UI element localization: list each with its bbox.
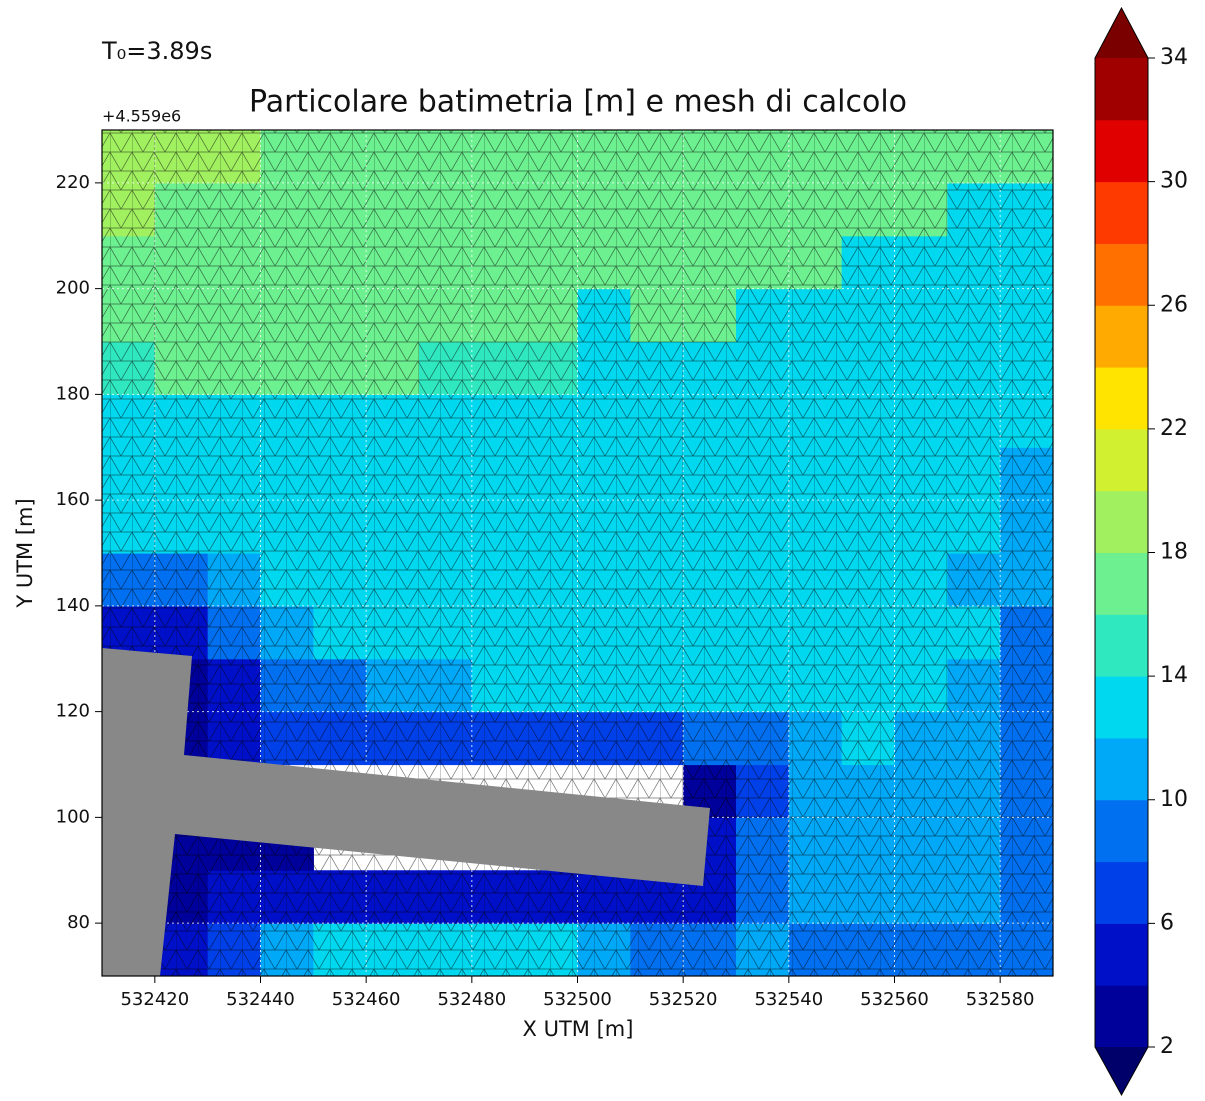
y-tick-label: 200 xyxy=(56,278,90,299)
colorbar-bin xyxy=(1095,923,1148,986)
colorbar-bin xyxy=(1095,676,1148,739)
y-tick-label: 120 xyxy=(56,701,90,722)
x-tick-label: 532580 xyxy=(966,989,1035,1010)
colorbar-bin xyxy=(1095,305,1148,368)
y-tick-label: 220 xyxy=(56,172,90,193)
x-tick-label: 532460 xyxy=(332,989,401,1010)
y-tick-label: 80 xyxy=(67,912,90,933)
colorbar-bin xyxy=(1095,737,1148,801)
colorbar-tick-label: 14 xyxy=(1160,663,1188,688)
x-tick-label: 532480 xyxy=(437,989,506,1010)
x-tick-label: 532520 xyxy=(649,989,718,1010)
colorbar-tick-label: 34 xyxy=(1160,45,1188,70)
y-tick-label: 100 xyxy=(56,806,90,827)
y-offset-text: +4.559e6 xyxy=(102,107,181,126)
colorbar-bin xyxy=(1095,799,1148,863)
colorbar-bin xyxy=(1095,552,1148,615)
colorbar-bin xyxy=(1095,428,1148,492)
annotation: T₀=3.89s xyxy=(101,37,212,65)
axes: 532420 532440 532460 532480 532500 532520 5325… xyxy=(56,172,1035,1010)
y-tick-label: 160 xyxy=(56,489,90,510)
y-tick-label: 180 xyxy=(56,383,90,404)
colorbar-extend-max xyxy=(1095,8,1148,58)
pier xyxy=(102,648,710,976)
colorbar-bin xyxy=(1095,985,1148,1048)
colorbar-bin xyxy=(1095,58,1148,121)
colorbar-tick-label: 26 xyxy=(1160,292,1188,317)
colorbar-tick-label: 18 xyxy=(1160,540,1188,565)
colorbar-bin xyxy=(1095,367,1148,430)
x-tick-label: 532500 xyxy=(543,989,612,1010)
x-tick-label: 532560 xyxy=(860,989,929,1010)
colorbar-extend-min xyxy=(1095,1047,1148,1095)
y-axis-label: Y UTM [m] xyxy=(13,498,37,608)
x-axis-label: X UTM [m] xyxy=(523,1017,634,1041)
colorbar-tick-label: 10 xyxy=(1160,787,1188,812)
chart-title: Particolare batimetria [m] e mesh di cal… xyxy=(249,85,907,120)
x-tick-label: 532420 xyxy=(120,989,189,1010)
colorbar-bin xyxy=(1095,119,1148,183)
colorbar-bin xyxy=(1095,181,1148,244)
colorbar-tick-label: 30 xyxy=(1160,169,1188,194)
colorbar-tick-label: 22 xyxy=(1160,416,1188,441)
colorbar-tick-label: 6 xyxy=(1160,910,1174,935)
colorbar-bin xyxy=(1095,490,1148,553)
y-tick-label: 140 xyxy=(56,595,90,616)
colorbar-bin xyxy=(1095,861,1148,924)
x-tick-label: 532440 xyxy=(226,989,295,1010)
colorbar-bin xyxy=(1095,614,1148,677)
colorbar-bin xyxy=(1095,243,1148,306)
colorbar-tick-label: 2 xyxy=(1160,1034,1174,1059)
x-tick-label: 532540 xyxy=(754,989,823,1010)
